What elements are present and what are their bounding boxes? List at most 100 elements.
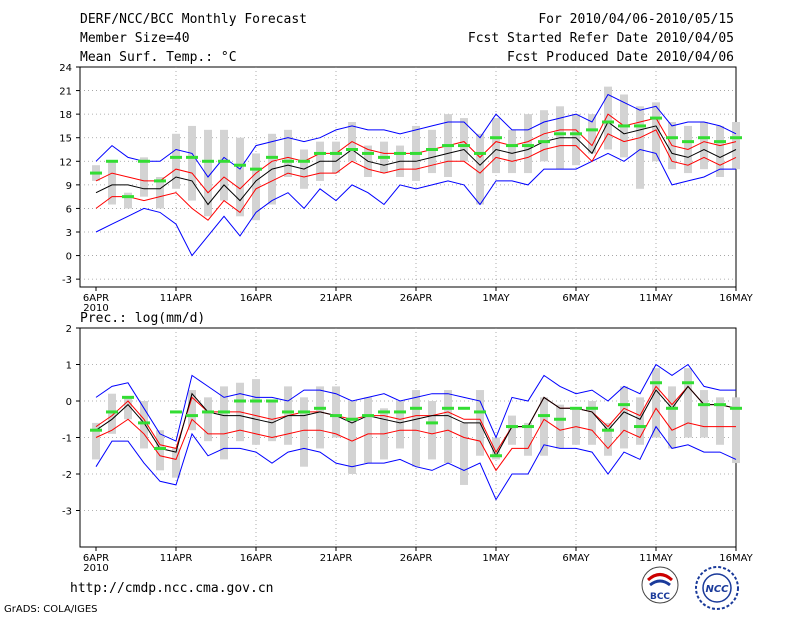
- temp-spread-box: [188, 125, 196, 201]
- prec-subtitle: Prec.: log(mm/d): [80, 311, 205, 326]
- footer-url: http://cmdp.ncc.cma.gov.cn: [70, 581, 274, 596]
- prec-spread-box: [140, 401, 148, 449]
- bcc-logo: BCC: [641, 566, 679, 604]
- temp-line-mean: [95, 121, 737, 206]
- temp-xtick-label: 6MAY: [562, 293, 590, 304]
- temp-ytick-label: 3: [66, 228, 72, 239]
- prec-line-mean: [95, 385, 737, 457]
- forecast-started: Fcst Started Refer Date 2010/04/05: [467, 31, 734, 46]
- temp-spread-box: [492, 118, 500, 174]
- temp-spread-box: [332, 141, 340, 174]
- prec-xtick-label: 16APR: [240, 553, 273, 564]
- temp-xtick-label: 11APR: [160, 293, 193, 304]
- temp-line-lower: [95, 93, 737, 178]
- grads-credit: GrADS: COLA/IGES: [4, 604, 98, 615]
- prec-spread-box: [204, 397, 212, 442]
- prec-ytick-label: 0: [66, 397, 72, 408]
- prec-xtick-label: 6APR: [83, 553, 109, 564]
- prec-spread-box: [524, 422, 532, 456]
- temp-xtick-label: 11MAY: [639, 293, 673, 304]
- prec-spread-box: [492, 437, 500, 460]
- temp-ytick-label: 15: [59, 134, 72, 145]
- temp-xtick-label: 26APR: [400, 293, 433, 304]
- prec-xtick-label: 21APR: [320, 553, 353, 564]
- temp-ytick-label: 18: [59, 110, 72, 121]
- temp-ytick-label: 9: [66, 181, 72, 192]
- temp-xtick-label: 6APR: [83, 293, 109, 304]
- temp-spread-box: [572, 114, 580, 166]
- prec-spread-box: [348, 401, 356, 474]
- prec-spread-box: [172, 448, 180, 478]
- temp-spread-box: [156, 177, 164, 209]
- prec-ytick-label: -2: [62, 470, 72, 481]
- temp-spread-box: [476, 133, 484, 205]
- temp-spread-box: [652, 102, 660, 162]
- temp-spread-box: [172, 133, 180, 189]
- temp-spread-box: [460, 118, 468, 162]
- temp-spread-box: [108, 161, 116, 205]
- prec-spread-box: [716, 397, 724, 445]
- ncc-logo: NCC: [695, 566, 739, 610]
- temp-xtick-label: 1MAY: [482, 293, 510, 304]
- prec-xtick-label: 11APR: [160, 553, 193, 564]
- temp-xtick-label: 16APR: [240, 293, 273, 304]
- temp-spread-box: [140, 157, 148, 197]
- prec-ytick-label: 2: [66, 324, 72, 335]
- prec-spread-box: [252, 379, 260, 445]
- temp-ytick-label: 6: [66, 204, 72, 215]
- prec-spread-box: [700, 390, 708, 438]
- temp-spread-box: [508, 129, 516, 174]
- temp-spread-box: [636, 106, 644, 189]
- temp-spread-box: [588, 114, 596, 154]
- prec-line-upper: [95, 425, 737, 501]
- temp-spread-box: [540, 110, 548, 162]
- temp-spread-box: [284, 129, 292, 177]
- temp-spread-box: [124, 192, 132, 209]
- temp-spread-box: [604, 86, 612, 150]
- prec-xtick-label: 26APR: [400, 553, 433, 564]
- prec-xtick-label: 6MAY: [562, 553, 590, 564]
- prec-xtick-label: 1MAY: [482, 553, 510, 564]
- prec-xtick-label: 16MAY: [719, 553, 753, 564]
- temp-ytick-label: 21: [59, 87, 72, 98]
- temp-spread-box: [524, 114, 532, 174]
- member-size: Member Size=40: [80, 31, 190, 46]
- temp-spread-box: [236, 137, 244, 217]
- prec-spread-box: [684, 368, 692, 438]
- prec-line-p_hi: [95, 385, 737, 454]
- prec-spread-box: [220, 386, 228, 460]
- prec-spread-box: [364, 397, 372, 464]
- prec-spread-box: [92, 422, 100, 460]
- prec-spread-box: [556, 404, 564, 449]
- temp-ytick-label: -3: [62, 275, 72, 286]
- prec-spread-box: [332, 386, 340, 438]
- bcc-logo-text: BCC: [650, 592, 670, 602]
- temp-spread-box: [732, 122, 740, 170]
- prec-spread-box: [188, 390, 196, 431]
- temp-spread-box: [220, 129, 228, 201]
- temp-xtick-label: 16MAY: [719, 293, 753, 304]
- prec-spread-box: [108, 393, 116, 434]
- temp-spread-box: [252, 153, 260, 221]
- prec-spread-box: [652, 368, 660, 438]
- temp-ytick-label: 12: [59, 157, 72, 168]
- prec-spread-box: [268, 401, 276, 442]
- prec-spread-box: [508, 415, 516, 445]
- forecast-period: For 2010/04/06-2010/05/15: [538, 12, 734, 27]
- prec-spread-box: [460, 422, 468, 485]
- chart-title: DERF/NCC/BCC Monthly Forecast: [80, 12, 307, 27]
- prec-xtick-label: 11MAY: [639, 553, 673, 564]
- forecast-produced: Fcst Produced Date 2010/04/06: [507, 50, 734, 65]
- prec-spread-box: [316, 386, 324, 449]
- prec-spread-box: [156, 430, 164, 471]
- temp-xtick-label: 21APR: [320, 293, 353, 304]
- prec-spread-box: [588, 401, 596, 445]
- prec-ytick-label: -1: [62, 434, 72, 445]
- prec-spread-box: [428, 401, 436, 460]
- temp-ytick-label: 24: [59, 63, 72, 74]
- prec-spread-box: [396, 401, 404, 449]
- prec-spread-box: [300, 397, 308, 467]
- temp-year-label: 2010: [83, 303, 108, 314]
- prec-spread-box: [444, 390, 452, 464]
- temp-spread-box: [716, 125, 724, 177]
